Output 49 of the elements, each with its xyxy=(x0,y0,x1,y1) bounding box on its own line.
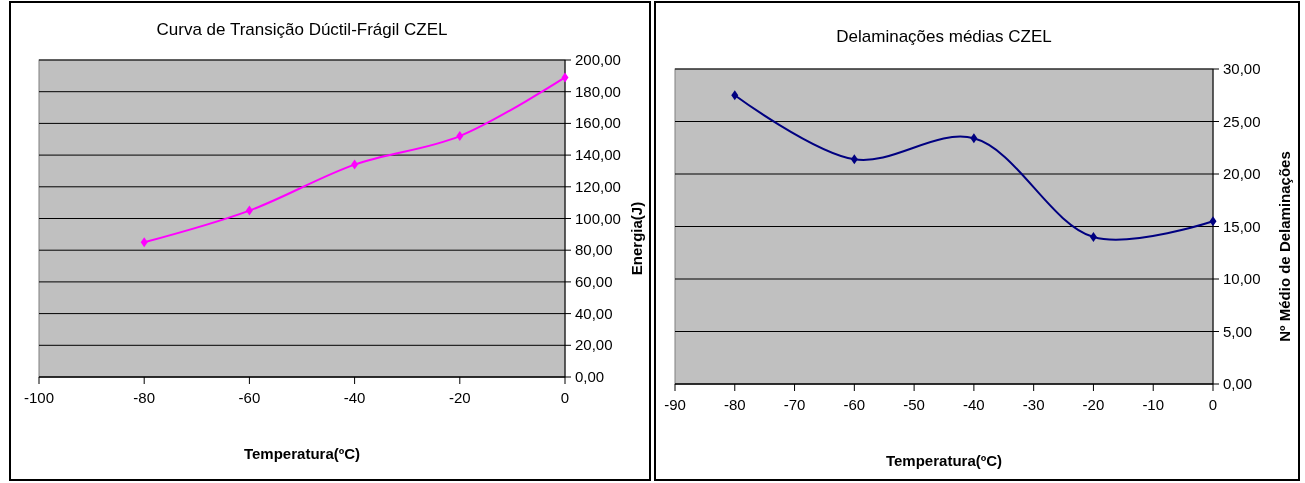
point xyxy=(245,205,253,216)
y-axis-title: Energia(J) xyxy=(628,201,645,276)
y-tick-label: 30,00 xyxy=(1223,60,1261,77)
y-tick-label: 40,00 xyxy=(575,304,613,322)
y-tick-label: 25,00 xyxy=(1223,112,1261,130)
x-tick-label: -10 xyxy=(1142,396,1165,413)
x-tick-label: -100 xyxy=(23,389,55,406)
point xyxy=(140,237,148,248)
chart-title: Delaminações médias CZEL xyxy=(836,27,1052,46)
x-tick-label: -90 xyxy=(664,396,686,413)
y-tick-label: 200,00 xyxy=(575,51,621,68)
x-tick-label: -70 xyxy=(783,396,806,413)
x-tick-label: -30 xyxy=(1022,396,1045,413)
y-tick-label: 20,00 xyxy=(575,336,613,354)
point xyxy=(731,90,739,101)
y-tick-label: 5,00 xyxy=(1223,322,1253,340)
y-tick-label: 20,00 xyxy=(1223,165,1261,182)
chart-title: Curva de Transição Dúctil-Frágil CZEL xyxy=(156,20,448,39)
point xyxy=(351,159,359,170)
x-tick-label: -60 xyxy=(843,396,866,413)
y-tick-label: 80,00 xyxy=(575,241,613,259)
point xyxy=(456,131,464,142)
y-tick-label: 100,00 xyxy=(575,209,621,227)
y-axis-title: Nº Médio de Delaminações xyxy=(1276,151,1293,342)
x-tick-label: 0 xyxy=(560,389,570,406)
y-tick-label: 0,00 xyxy=(575,368,605,385)
y-tick-label: 140,00 xyxy=(575,146,621,164)
x-tick-label: -20 xyxy=(1082,396,1105,413)
y-tick-label: 10,00 xyxy=(1223,270,1261,287)
x-axis-title: Temperatura(ºC) xyxy=(243,445,361,462)
x-tick-label: -60 xyxy=(238,389,261,406)
y-tick-label: 160,00 xyxy=(575,114,621,132)
x-tick-label: -50 xyxy=(903,396,925,413)
y-tick-label: 60,00 xyxy=(575,272,613,290)
y-tick-label: 15,00 xyxy=(1223,217,1261,235)
y-tick-label: 180,00 xyxy=(575,82,621,100)
x-axis-title: Temperatura(ºC) xyxy=(885,452,1003,469)
point xyxy=(1089,232,1097,242)
y-tick-label: 120,00 xyxy=(575,177,621,195)
x-tick-label: -40 xyxy=(343,389,366,406)
x-tick-label: 0 xyxy=(1208,396,1218,413)
x-tick-label: -80 xyxy=(133,389,156,406)
y-tick-label: 0,00 xyxy=(1223,375,1253,392)
point xyxy=(970,133,978,144)
point xyxy=(561,72,569,83)
x-tick-label: -80 xyxy=(723,396,746,413)
x-tick-label: -40 xyxy=(963,396,985,413)
x-tick-label: -20 xyxy=(448,389,471,406)
point xyxy=(850,154,858,165)
